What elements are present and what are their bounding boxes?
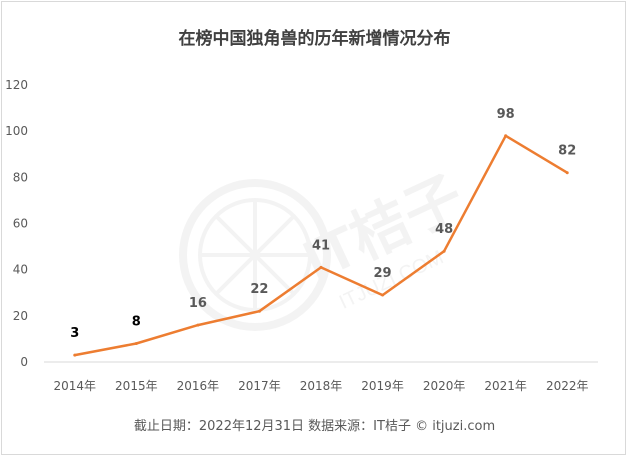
y-tick-label: 0 bbox=[20, 355, 28, 369]
data-point bbox=[196, 323, 200, 327]
data-point bbox=[257, 309, 261, 313]
y-tick-label: 120 bbox=[5, 78, 28, 92]
y-tick-label: 100 bbox=[5, 124, 28, 138]
x-tick-label: 2018年 bbox=[300, 379, 343, 393]
x-tick-label: 2015年 bbox=[115, 379, 158, 393]
data-point bbox=[442, 249, 446, 253]
data-point bbox=[134, 342, 138, 346]
x-tick-label: 2016年 bbox=[177, 379, 220, 393]
data-label: 41 bbox=[312, 238, 330, 253]
y-tick-label: 60 bbox=[13, 217, 28, 231]
x-tick-label: 2017年 bbox=[238, 379, 281, 393]
data-point bbox=[73, 353, 77, 357]
data-label: 48 bbox=[435, 222, 453, 237]
data-point bbox=[504, 134, 508, 138]
y-tick-label: 80 bbox=[13, 170, 28, 184]
y-tick-label: 40 bbox=[13, 263, 28, 277]
data-label: 29 bbox=[374, 266, 392, 281]
x-tick-label: 2019年 bbox=[361, 379, 404, 393]
x-tick-label: 2020年 bbox=[423, 379, 466, 393]
data-label: 16 bbox=[189, 296, 207, 311]
data-point bbox=[381, 293, 385, 297]
data-label: 98 bbox=[497, 107, 515, 122]
x-tick-label: 2014年 bbox=[54, 379, 97, 393]
data-label: 22 bbox=[250, 282, 268, 297]
data-point bbox=[319, 265, 323, 269]
data-label: 8 bbox=[132, 315, 141, 330]
x-tick-label: 2022年 bbox=[546, 379, 589, 393]
y-tick-label: 20 bbox=[13, 309, 28, 323]
data-point bbox=[565, 171, 569, 175]
chart-footer: 截止日期：2022年12月31日 数据来源：IT桔子 © itjuzi.com bbox=[133, 419, 496, 434]
data-label: 82 bbox=[558, 144, 576, 159]
chart-title: 在榜中国独角兽的历年新增情况分布 bbox=[178, 29, 451, 49]
x-tick-label: 2021年 bbox=[484, 379, 527, 393]
data-label: 3 bbox=[70, 326, 79, 341]
